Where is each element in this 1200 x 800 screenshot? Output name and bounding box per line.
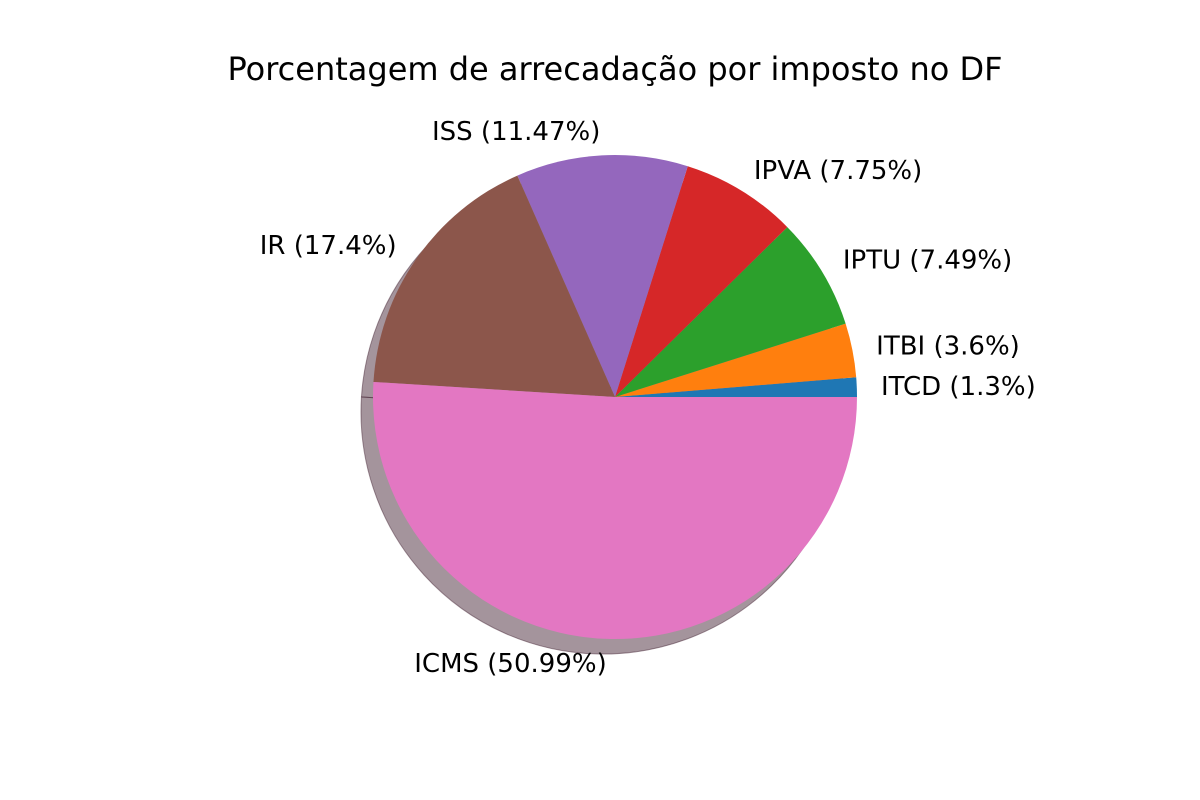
pie-slice-ir — [373, 175, 615, 397]
slice-label-iptu: IPTU (7.49%) — [843, 245, 1012, 275]
slice-label-itbi: ITBI (3.6%) — [876, 331, 1020, 361]
pie-slice-itcd — [615, 377, 857, 397]
pie-slice-itbi — [615, 323, 857, 397]
pie-slice-iss — [517, 155, 688, 397]
chart-title: Porcentagem de arrecadação por imposto n… — [227, 50, 1002, 88]
slice-label-icms: ICMS (50.99%) — [414, 649, 606, 679]
slice-label-ir: IR (17.4%) — [260, 231, 397, 261]
pie-slice-layer — [372, 155, 858, 640]
slice-label-ipva: IPVA (7.75%) — [754, 156, 922, 186]
pie-slice-icms — [372, 381, 858, 640]
pie-slice-iptu — [615, 227, 846, 397]
slice-label-iss: ISS (11.47%) — [432, 117, 600, 147]
slice-label-itcd: ITCD (1.3%) — [881, 372, 1036, 402]
pie-label-layer: ITCD (1.3%) ITBI (3.6%) IPTU (7.49%) IPVA (… — [260, 117, 1036, 679]
pie-slice-ipva — [615, 166, 788, 397]
